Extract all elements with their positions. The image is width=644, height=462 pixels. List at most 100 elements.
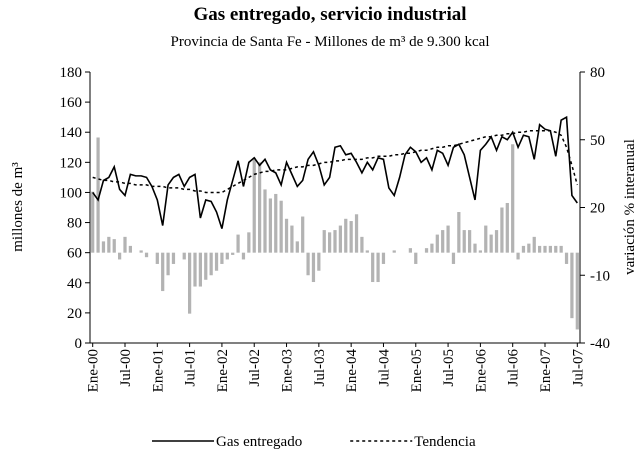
bar bbox=[311, 252, 316, 283]
bar bbox=[462, 230, 466, 253]
bar bbox=[96, 137, 100, 253]
bar bbox=[220, 252, 224, 264]
y2-tick-label: 20 bbox=[590, 201, 605, 217]
bar bbox=[354, 214, 359, 253]
bar bbox=[441, 230, 445, 253]
y2-tick-label: 80 bbox=[590, 65, 605, 81]
bar bbox=[532, 236, 536, 253]
bar bbox=[478, 250, 482, 253]
x-tick-label: Jul-06 bbox=[506, 349, 522, 387]
bar bbox=[511, 144, 515, 253]
bar bbox=[564, 252, 569, 264]
chart-subtitle: Provincia de Santa Fe - Millones de m³ d… bbox=[170, 34, 489, 50]
bar bbox=[484, 225, 488, 253]
bar bbox=[424, 248, 429, 253]
bar bbox=[322, 230, 326, 253]
bar bbox=[333, 230, 337, 253]
bar bbox=[473, 243, 477, 253]
bar bbox=[274, 193, 278, 253]
bar bbox=[451, 252, 456, 264]
y-tick-label: 120 bbox=[60, 155, 83, 171]
x-tick-label: Ene-03 bbox=[280, 349, 296, 392]
bar bbox=[123, 236, 127, 253]
bar bbox=[284, 218, 289, 253]
bar bbox=[236, 234, 240, 253]
bar bbox=[263, 189, 267, 253]
bar bbox=[376, 252, 380, 283]
y2-tick-label: -10 bbox=[590, 268, 610, 284]
y-tick-label: 0 bbox=[75, 336, 83, 352]
y-tick-label: 100 bbox=[60, 185, 83, 201]
bar bbox=[214, 252, 219, 271]
bar bbox=[381, 252, 386, 264]
bar bbox=[338, 225, 342, 253]
x-tick-label: Ene-05 bbox=[409, 349, 425, 392]
bar bbox=[268, 198, 272, 253]
bar bbox=[139, 250, 143, 253]
bar bbox=[494, 230, 499, 253]
bar bbox=[489, 234, 493, 253]
bar bbox=[144, 252, 149, 258]
bar bbox=[344, 218, 348, 253]
bar bbox=[527, 243, 531, 253]
bar bbox=[575, 252, 579, 330]
bar bbox=[430, 243, 434, 253]
bar bbox=[570, 252, 574, 319]
y-tick-label: 40 bbox=[67, 276, 82, 292]
bar bbox=[198, 252, 202, 287]
bar bbox=[435, 234, 439, 253]
x-tick-label: Ene-02 bbox=[215, 349, 231, 392]
x-tick-label: Jul-05 bbox=[441, 349, 457, 387]
bar bbox=[182, 252, 186, 260]
bar bbox=[188, 252, 192, 314]
bar bbox=[295, 241, 299, 253]
legend-label: Tendencia bbox=[414, 434, 476, 450]
bar bbox=[538, 245, 542, 253]
bar bbox=[371, 252, 375, 283]
bar bbox=[241, 252, 246, 260]
bar bbox=[516, 252, 520, 260]
bar bbox=[155, 252, 159, 264]
x-tick-label: Jul-03 bbox=[312, 349, 328, 387]
bar bbox=[505, 202, 509, 253]
bar bbox=[317, 252, 321, 271]
y2-tick-label: 50 bbox=[590, 133, 605, 149]
line-series bbox=[92, 129, 579, 194]
y-tick-label: 80 bbox=[67, 216, 82, 232]
y-tick-label: 20 bbox=[67, 306, 82, 322]
bar bbox=[107, 236, 111, 253]
bar bbox=[360, 236, 364, 253]
bar bbox=[112, 239, 116, 253]
x-tick-label: Ene-00 bbox=[86, 349, 102, 392]
y-tick-label: 60 bbox=[67, 246, 82, 262]
y-axis-title: millones de m³ bbox=[10, 162, 26, 252]
x-tick-label: Ene-06 bbox=[473, 349, 489, 393]
y-tick-label: 160 bbox=[60, 95, 83, 111]
y2-tick-label: -40 bbox=[590, 336, 610, 352]
bar bbox=[128, 245, 132, 253]
bar bbox=[247, 232, 251, 253]
x-tick-label: Ene-07 bbox=[538, 349, 554, 393]
bar bbox=[91, 191, 95, 253]
x-tick-label: Jul-07 bbox=[570, 349, 586, 387]
x-tick-label: Ene-01 bbox=[150, 349, 166, 392]
bar bbox=[500, 207, 504, 253]
bar bbox=[166, 252, 170, 276]
bar bbox=[258, 162, 262, 253]
bar bbox=[209, 252, 213, 276]
bar bbox=[408, 248, 412, 253]
bar bbox=[554, 245, 558, 253]
bar bbox=[306, 252, 310, 276]
bar bbox=[392, 250, 396, 253]
x-tick-label: Ene-04 bbox=[344, 349, 360, 393]
bar bbox=[161, 252, 165, 292]
bar bbox=[414, 252, 418, 264]
bar bbox=[349, 221, 353, 253]
x-tick-label: Jul-01 bbox=[183, 349, 199, 387]
y-tick-label: 140 bbox=[60, 125, 83, 141]
y2-axis-title: variación % interanual bbox=[622, 139, 638, 275]
x-tick-label: Jul-04 bbox=[376, 349, 392, 387]
bar bbox=[521, 245, 526, 253]
x-tick-label: Jul-00 bbox=[118, 349, 134, 387]
